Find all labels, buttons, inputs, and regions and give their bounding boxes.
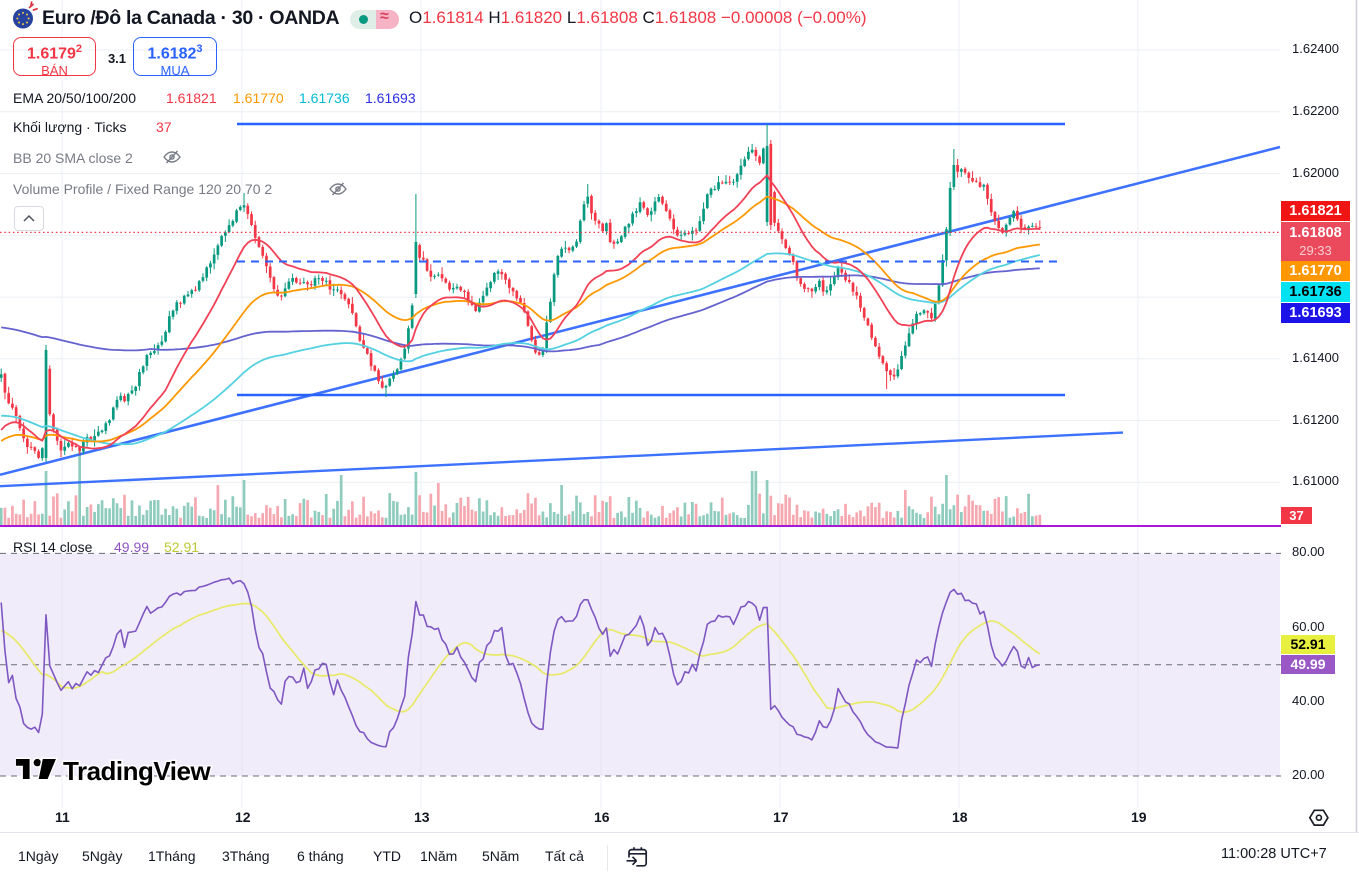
svg-text:TradingView: TradingView xyxy=(63,757,211,786)
